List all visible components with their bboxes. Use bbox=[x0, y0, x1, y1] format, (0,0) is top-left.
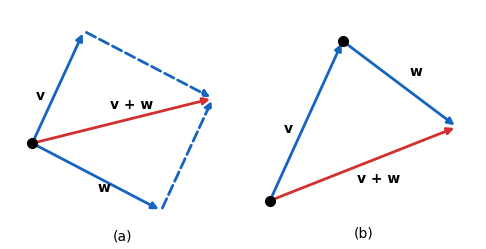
Text: v + w: v + w bbox=[357, 172, 400, 187]
Text: w: w bbox=[97, 181, 110, 195]
Text: w: w bbox=[410, 65, 423, 79]
Text: v: v bbox=[35, 89, 44, 103]
Text: v: v bbox=[284, 122, 293, 136]
Text: v + w: v + w bbox=[110, 98, 153, 112]
Text: (b): (b) bbox=[354, 226, 373, 241]
Text: (a): (a) bbox=[113, 229, 132, 243]
